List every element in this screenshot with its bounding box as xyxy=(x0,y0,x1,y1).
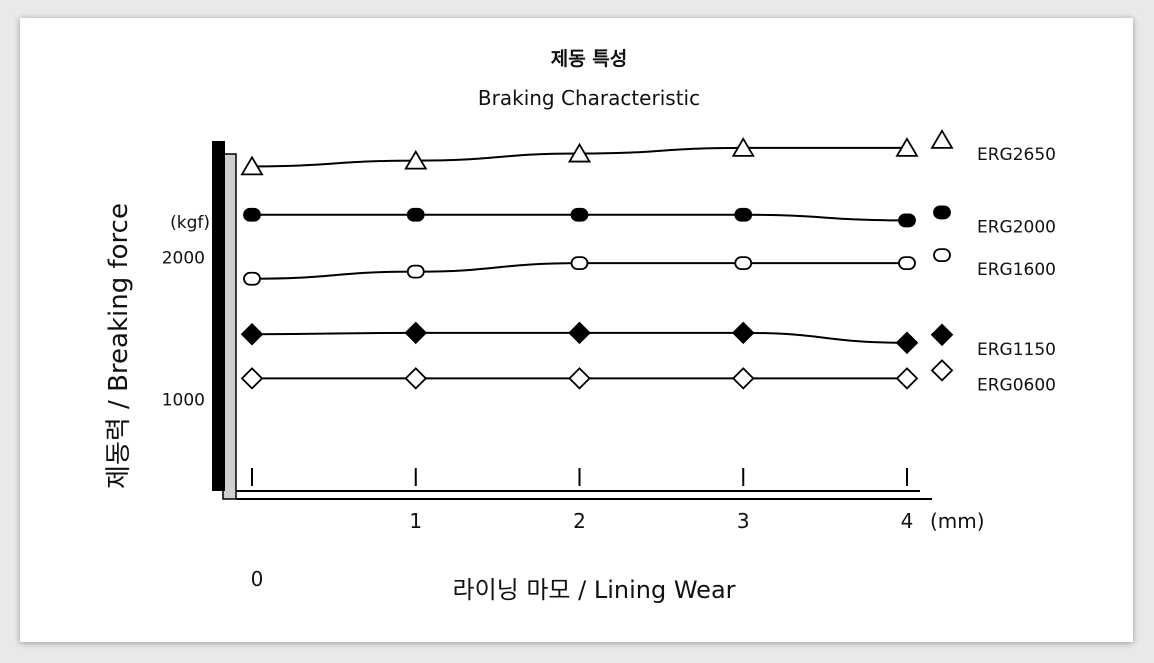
legend: ERG2650 ERG2000 ERG1600 ERG1150 ERG0600 xyxy=(930,129,1056,395)
y-axis-bar xyxy=(212,141,225,491)
legend-marker xyxy=(930,129,954,149)
legend-label: ERG1150 xyxy=(977,340,1056,360)
legend-item-ERG2000: ERG2000 xyxy=(933,205,1056,237)
legend-item-ERG1600: ERG1600 xyxy=(933,248,1056,280)
x-tick-label: 1 xyxy=(409,509,422,533)
x-tick-label: 4 xyxy=(901,509,914,533)
legend-label: ERG2650 xyxy=(977,145,1056,165)
x-axis-label: 라이닝 마모 / Lining Wear xyxy=(452,576,735,604)
chart-subtitle: Braking Characteristic xyxy=(478,86,700,110)
data-point xyxy=(895,331,919,355)
data-point xyxy=(731,367,755,390)
data-point xyxy=(243,271,261,286)
x-unit-label: (mm) xyxy=(930,509,985,533)
legend-item-ERG1150: ERG1150 xyxy=(930,323,1056,360)
y-tick-label: 2000 xyxy=(162,248,205,268)
x-tick-label: 2 xyxy=(573,509,586,533)
data-point xyxy=(570,207,589,222)
chart-title: 제동 특성 xyxy=(551,48,628,70)
data-point xyxy=(404,321,428,345)
data-point xyxy=(240,155,264,176)
series-ERG1150 xyxy=(240,321,919,355)
data-point xyxy=(895,367,919,390)
legend-label: ERG0600 xyxy=(977,375,1056,395)
data-point xyxy=(567,142,592,163)
series-ERG1600 xyxy=(243,256,916,286)
data-point xyxy=(731,137,755,157)
data-point xyxy=(240,367,264,390)
y-unit-label: (kgf) xyxy=(170,213,210,233)
data-point xyxy=(406,264,425,279)
data-point xyxy=(898,213,916,228)
legend-item-ERG2650: ERG2650 xyxy=(930,129,1056,165)
data-point xyxy=(898,256,916,271)
y-tick-label: 1000 xyxy=(162,391,205,411)
series-ERG0600 xyxy=(240,367,919,390)
x-tick-label: 3 xyxy=(737,509,750,533)
braking-characteristic-chart: 제동 특성 Braking Characteristic 제동력 / Break… xyxy=(104,48,1056,604)
data-point xyxy=(404,149,428,170)
data-point xyxy=(404,367,428,390)
data-point xyxy=(243,207,261,222)
legend-marker xyxy=(930,359,954,382)
legend-marker xyxy=(933,248,951,263)
data-point xyxy=(570,256,589,271)
data-point xyxy=(734,207,753,222)
data-point xyxy=(568,367,591,390)
data-point xyxy=(240,322,264,346)
legend-label: ERG1600 xyxy=(977,260,1056,280)
series-ERG2650 xyxy=(240,137,919,176)
chart-card: 제동 특성 Braking Characteristic 제동력 / Break… xyxy=(20,18,1133,642)
series-ERG2000 xyxy=(243,207,916,228)
legend-marker xyxy=(930,323,954,347)
series-group xyxy=(240,137,919,390)
data-point xyxy=(731,321,755,345)
axes xyxy=(212,141,932,500)
legend-marker xyxy=(933,205,951,220)
data-point xyxy=(568,321,591,345)
x-ticks: 0 1 2 3 4 xyxy=(251,468,914,591)
y-ticks: 1000 2000 xyxy=(162,248,205,410)
x-tick-label: 0 xyxy=(251,567,264,591)
data-point xyxy=(895,137,919,157)
data-point xyxy=(734,256,753,271)
legend-item-ERG0600: ERG0600 xyxy=(930,359,1056,395)
legend-label: ERG2000 xyxy=(977,217,1056,237)
y-axis-label: 제동력 / Breaking force xyxy=(104,203,134,489)
data-point xyxy=(406,207,425,222)
